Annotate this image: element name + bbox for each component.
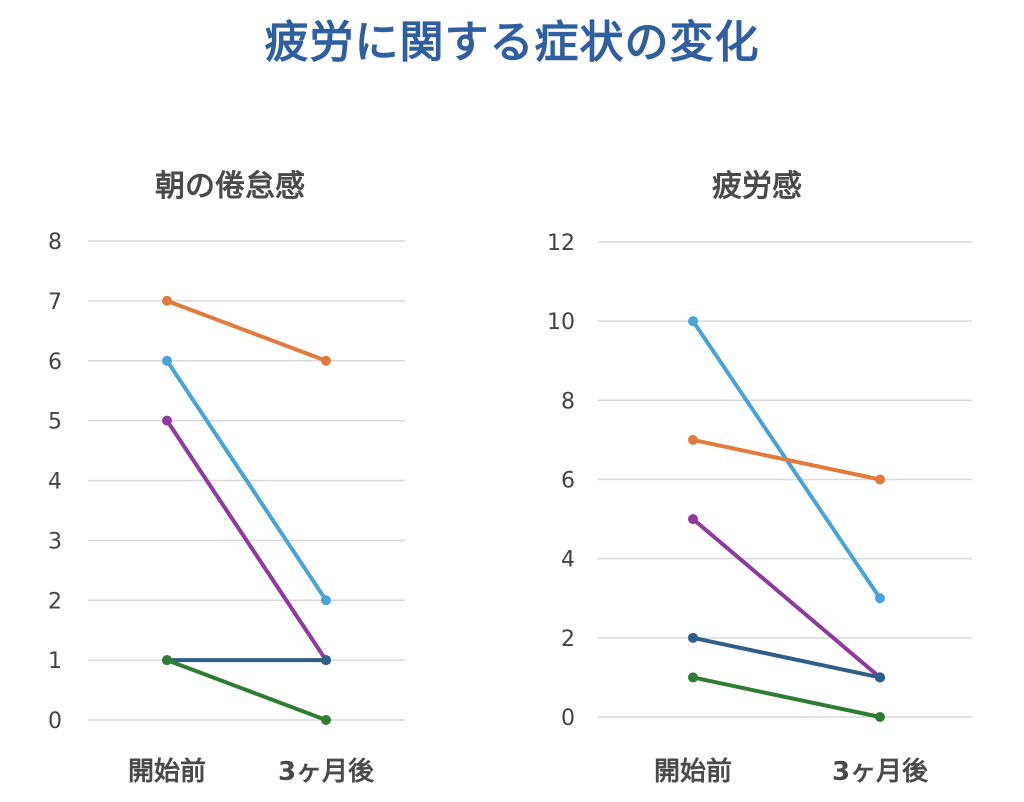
chart-2-x-category-label: 開始前 <box>654 756 732 787</box>
page-title: 疲労に関する症状の変化 <box>264 17 760 68</box>
chart-2-series-5-point-1 <box>688 672 698 683</box>
chart-2-series-1-point-1 <box>688 316 698 327</box>
chart-2-x-category-label: 3ヶ月後 <box>832 756 929 787</box>
chart-2-series-4-line <box>691 635 882 680</box>
chart-2-series-3-point-1 <box>688 514 698 525</box>
chart-1-y-tick-label: 1 <box>48 649 62 674</box>
chart-1-y-tick-label: 7 <box>48 290 62 315</box>
chart-1-series-5-point-1 <box>162 655 172 666</box>
chart-2-series-2-line <box>691 437 882 482</box>
chart-1-series-2-point-2 <box>321 595 331 606</box>
chart-2-y-tick-label: 8 <box>561 389 575 414</box>
chart-2-series-5-point-2 <box>875 712 885 722</box>
chart-1-y-tick-label: 6 <box>48 350 62 375</box>
chart-1-series-1-point-1 <box>162 295 172 306</box>
chart-2-y-tick-label: 2 <box>561 627 575 652</box>
chart-2-series-2-point-1 <box>688 434 698 445</box>
chart-2-title: 疲労感 <box>712 169 802 204</box>
chart-2-series-1-point-2 <box>875 593 885 604</box>
chart-1-y-tick-label: 4 <box>48 470 62 495</box>
chart-1-series-2-point-1 <box>162 355 172 366</box>
chart-1-series-1-line <box>165 298 328 363</box>
chart-2-series-3-line <box>691 517 882 680</box>
chart-1-x-category-label: 3ヶ月後 <box>278 756 375 787</box>
chart-2-series-2-point-2 <box>875 474 885 485</box>
chart-1-series-5-point-2 <box>321 715 331 725</box>
chart-1-y-tick-label: 5 <box>48 410 62 435</box>
chart-2-series-5-line <box>691 675 882 719</box>
chart-1-series-4-point-2 <box>321 655 331 666</box>
chart-2-y-tick-label: 6 <box>561 469 575 494</box>
chart-2-y-tick-label: 0 <box>561 706 575 731</box>
chart-1-x-category-label: 開始前 <box>128 756 206 787</box>
chart-1-y-tick-label: 2 <box>48 589 62 614</box>
chart-2-series-4-point-2 <box>875 672 885 683</box>
chart-1-title: 朝の倦怠感 <box>155 169 305 204</box>
chart-1-series-5-line <box>165 658 328 722</box>
chart-2-y-tick-label: 12 <box>547 231 575 256</box>
chart-1-y-tick-label: 3 <box>48 529 62 554</box>
chart-1-series-3-line <box>165 418 328 663</box>
chart-1-series-2-line <box>165 358 328 603</box>
chart-2-series-4-point-1 <box>688 632 698 643</box>
chart-1-y-tick-label: 8 <box>48 230 62 255</box>
chart-1-y-tick-label: 0 <box>48 709 62 734</box>
chart-2-y-tick-label: 10 <box>547 310 575 335</box>
chart-1-series-3-point-1 <box>162 415 172 426</box>
chart-1-series-1-point-2 <box>321 355 331 366</box>
chart-2-y-tick-label: 4 <box>561 548 575 573</box>
